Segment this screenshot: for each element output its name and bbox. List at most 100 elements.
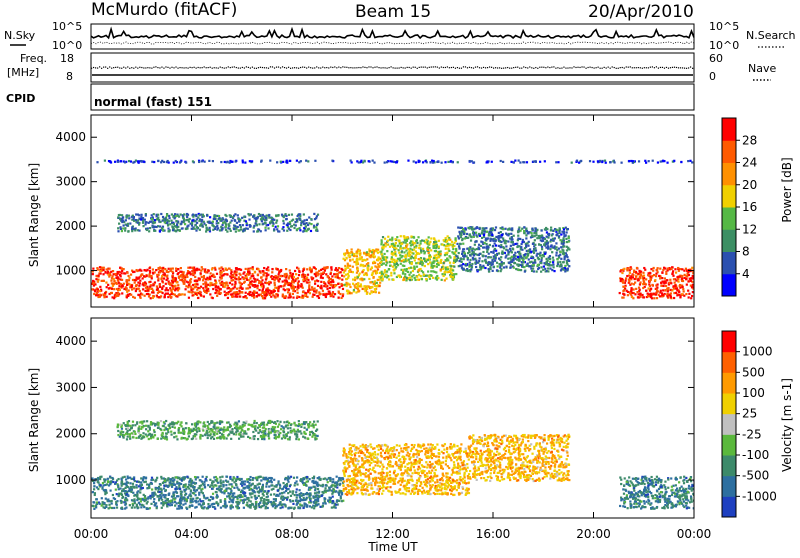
power-cell (473, 236, 475, 238)
power-colorbar-label: 20 (742, 178, 757, 192)
power-cell (394, 247, 396, 249)
freq-dot (594, 67, 595, 68)
power-cell (150, 221, 152, 223)
cpid-label: CPID (6, 92, 35, 105)
power-cell (113, 283, 115, 285)
power-colorbar-label: 16 (742, 200, 757, 214)
power-cell (144, 295, 146, 297)
power-cell (313, 213, 315, 215)
power-cell (150, 297, 152, 299)
velocity-cell (191, 504, 193, 506)
power-cell (97, 288, 99, 290)
power-cell (549, 248, 551, 250)
power-cell (555, 242, 557, 244)
power-cell (122, 220, 124, 222)
power-cell (167, 292, 169, 294)
power-cell (296, 295, 298, 297)
power-cell (190, 289, 192, 291)
power-cell (212, 288, 214, 290)
power-cell (242, 224, 244, 226)
power-cell (262, 288, 264, 290)
freq-dot (143, 67, 144, 68)
power-cell (651, 275, 653, 277)
power-cell (322, 290, 324, 292)
power-cell (306, 282, 308, 284)
power-cell (398, 240, 400, 242)
power-cell (128, 217, 130, 219)
power-cell (159, 230, 161, 232)
power-cell (353, 289, 355, 291)
power-cell (183, 213, 185, 215)
power-cell (293, 224, 295, 226)
power-cell (653, 293, 655, 295)
power-cell (214, 218, 216, 220)
power-cell (464, 264, 466, 266)
power-cell (410, 267, 412, 269)
power-cell (560, 251, 562, 253)
velocity-cell (111, 502, 113, 504)
power-cell (146, 275, 148, 277)
power-cell (682, 286, 684, 288)
power-cell (134, 297, 136, 299)
freq-dot (682, 67, 683, 68)
power-cell (216, 225, 218, 227)
power-cell (551, 264, 553, 266)
power-cell (674, 281, 676, 283)
power-cell (505, 245, 507, 247)
power-cell (633, 283, 635, 285)
power-cell (182, 280, 184, 282)
power-cell (546, 261, 548, 263)
velocity-cell (313, 486, 315, 488)
power-cell (410, 235, 412, 237)
power-cell (258, 289, 260, 291)
freq-dot (153, 67, 154, 68)
freq-dot (212, 68, 213, 69)
power-cell (639, 283, 641, 285)
velocity-cell (112, 494, 114, 496)
power-cell (529, 261, 531, 263)
power-y-tick-label: 4000 (55, 130, 86, 144)
power-cell (231, 283, 233, 285)
power-cell (325, 273, 327, 275)
freq-dot (240, 68, 241, 69)
power-cell (106, 286, 108, 288)
power-cell (230, 293, 232, 295)
freq-dot (618, 68, 619, 69)
power-cell (543, 262, 545, 264)
power-cell (292, 273, 294, 275)
power-cell (239, 274, 241, 276)
power-cell (149, 227, 151, 229)
power-cell (303, 223, 305, 225)
power-cell (557, 161, 559, 163)
velocity-cell (258, 495, 260, 497)
power-cell (128, 277, 130, 279)
power-cell (655, 294, 657, 296)
power-cell (631, 292, 633, 294)
power-cell (198, 214, 200, 216)
freq-dot (473, 68, 474, 69)
power-cell (622, 286, 624, 288)
freq-dot (654, 67, 655, 68)
power-cell (118, 285, 120, 287)
power-cell (421, 239, 423, 241)
power-cell (535, 160, 537, 162)
power-cell (377, 279, 379, 281)
power-cell (263, 272, 265, 274)
power-cell (257, 285, 259, 287)
power-cell (389, 160, 391, 162)
power-cell (571, 162, 573, 164)
power-cell (672, 270, 674, 272)
power-cell (111, 282, 113, 284)
power-cell (648, 160, 650, 162)
power-cell (213, 283, 215, 285)
power-cell (107, 284, 109, 286)
velocity-cell (282, 482, 284, 484)
power-cell (272, 278, 274, 280)
power-cell (149, 267, 151, 269)
power-cell (162, 216, 164, 218)
power-cell (642, 272, 644, 274)
power-cell (435, 254, 437, 256)
power-cell (146, 269, 148, 271)
power-cell (489, 268, 491, 270)
power-cell (103, 269, 105, 271)
